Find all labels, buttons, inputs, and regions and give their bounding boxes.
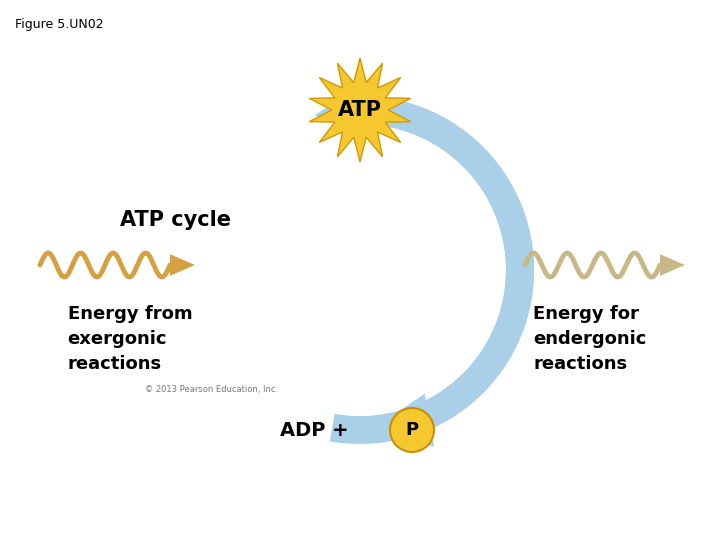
Polygon shape — [660, 254, 685, 276]
Text: P: P — [405, 421, 418, 439]
Text: ATP cycle: ATP cycle — [120, 210, 231, 230]
Polygon shape — [370, 394, 434, 447]
Text: Energy for
endergonic
reactions: Energy for endergonic reactions — [534, 305, 647, 373]
Text: Figure 5.UN02: Figure 5.UN02 — [15, 18, 104, 31]
Polygon shape — [310, 58, 410, 162]
Text: Energy from
exergonic
reactions: Energy from exergonic reactions — [68, 305, 192, 373]
Text: © 2013 Pearson Education, Inc.: © 2013 Pearson Education, Inc. — [145, 385, 278, 394]
Polygon shape — [170, 254, 195, 276]
Circle shape — [390, 408, 434, 452]
Polygon shape — [385, 99, 534, 441]
Polygon shape — [330, 96, 534, 444]
Polygon shape — [315, 79, 379, 132]
Text: ADP +: ADP + — [279, 421, 355, 440]
Text: ATP: ATP — [338, 100, 382, 120]
